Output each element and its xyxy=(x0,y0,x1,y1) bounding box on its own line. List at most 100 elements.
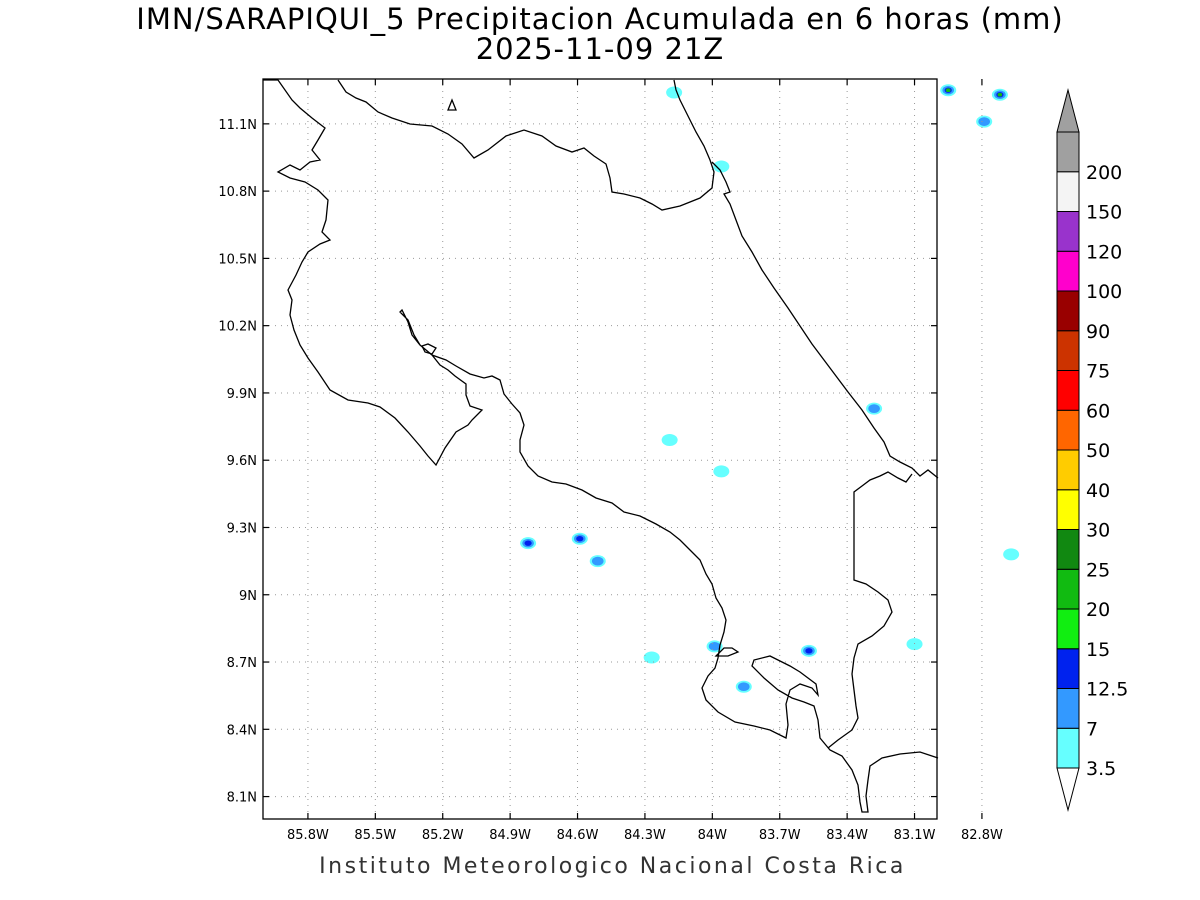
osa-inlet xyxy=(714,647,740,657)
panama-border xyxy=(827,471,913,749)
coastline xyxy=(263,79,939,813)
colorbar-swatch xyxy=(1056,568,1080,610)
colorbar: 3.5 7 12.5 15 20 25 30 40 50 60 75 90 100 120 150 200 xyxy=(1056,88,1128,812)
map-frame xyxy=(262,78,938,820)
colorbar-swatch xyxy=(1056,370,1080,411)
lon-tick-label: 85.5W xyxy=(354,828,396,843)
colorbar-label: 12.5 xyxy=(1086,679,1128,701)
caribbean-coastline xyxy=(711,161,939,479)
lat-tick-label: 9.3N xyxy=(227,521,257,536)
colorbar-swatch xyxy=(1056,211,1080,252)
colorbar-label: 60 xyxy=(1086,400,1110,422)
precip-contour xyxy=(946,88,951,93)
lon-tick-label: 84W xyxy=(698,828,728,843)
lon-tick-label: 85.2W xyxy=(422,828,464,843)
colorbar-under-arrow xyxy=(1056,767,1080,812)
colorbar-swatch xyxy=(1056,171,1080,212)
lat-tick-label: 10.8N xyxy=(218,185,257,200)
precip-cell xyxy=(940,84,957,97)
graticule xyxy=(263,79,983,819)
lat-tick-label: 10.5N xyxy=(218,252,257,267)
colorbar-label: 120 xyxy=(1086,241,1122,263)
precip-cell xyxy=(991,88,1008,101)
precip-cell xyxy=(866,402,883,415)
precip-contour xyxy=(997,92,1003,97)
small-lake xyxy=(447,98,457,111)
lon-tick-label: 82.8W xyxy=(961,828,1003,843)
colorbar-swatch xyxy=(1056,489,1080,530)
colorbar-label: 25 xyxy=(1086,559,1110,581)
colorbar-label: 200 xyxy=(1086,162,1122,184)
precip-cell xyxy=(520,537,537,550)
precip-contour xyxy=(708,641,721,651)
precip-cell xyxy=(906,638,923,651)
precip-contour xyxy=(666,86,683,99)
colorbar-swatch xyxy=(1056,250,1080,292)
precip-cell xyxy=(706,640,723,653)
colorbar-label: 40 xyxy=(1086,480,1110,502)
map-title-line-2: 2025-11-09 21Z xyxy=(475,32,725,66)
precip-cell xyxy=(735,680,752,693)
precip-cell xyxy=(643,651,660,664)
colorbar-label: 100 xyxy=(1086,281,1122,303)
colorbar-label: 7 xyxy=(1086,718,1098,740)
colorbar-label: 15 xyxy=(1086,639,1110,661)
pacific-coastline xyxy=(263,79,939,813)
colorbar-swatch xyxy=(1056,290,1080,332)
precip-contour xyxy=(713,465,730,478)
colorbar-swatch xyxy=(1056,608,1080,650)
colorbar-swatch xyxy=(1056,330,1080,371)
colorbar-label: 50 xyxy=(1086,440,1110,462)
lat-tick-label: 10.2N xyxy=(218,320,257,335)
colorbar-swatch xyxy=(1056,131,1080,173)
colorbar-swatch xyxy=(1056,449,1080,491)
colorbar-label: 150 xyxy=(1086,202,1122,224)
precip-cell xyxy=(1003,548,1020,561)
map-title-line-1: IMN/SARAPIQUI_5 Precipitacion Acumulada … xyxy=(136,2,1064,36)
lat-tick-label: 9.9N xyxy=(227,387,257,402)
precip-contour xyxy=(737,682,750,692)
lake-nicaragua-shore xyxy=(337,79,715,211)
lat-tick-label: 8.7N xyxy=(227,656,257,671)
colorbar-swatch xyxy=(1056,409,1080,451)
lon-tick-label: 85.8W xyxy=(287,828,329,843)
lon-tick-label: 83.1W xyxy=(894,828,936,843)
colorbar-label: 30 xyxy=(1086,520,1110,542)
precip-contour xyxy=(805,648,813,654)
precip-contour xyxy=(643,651,660,664)
precip-contour xyxy=(978,117,990,126)
colorbar-label: 75 xyxy=(1086,361,1110,383)
colorbar-label: 90 xyxy=(1086,321,1110,343)
colorbar-label: 3.5 xyxy=(1086,758,1116,780)
lat-tick-label: 9N xyxy=(239,589,257,604)
lat-tick-label: 9.6N xyxy=(227,454,257,469)
precip-cell xyxy=(713,465,730,478)
precip-contour xyxy=(1003,548,1020,561)
precip-contour xyxy=(576,535,584,542)
precip-contour xyxy=(524,540,532,546)
precip-cell xyxy=(666,86,683,99)
lon-tick-label: 83.4W xyxy=(826,828,868,843)
precip-cell xyxy=(589,555,606,568)
lon-tick-label: 84.9W xyxy=(489,828,531,843)
colorbar-swatch xyxy=(1056,529,1080,570)
precip-contour xyxy=(713,160,730,173)
precip-cell xyxy=(976,115,993,128)
island-chira xyxy=(421,343,437,355)
axis-ticks: 11.1N 10.8N 10.5N 10.2N 9.9N 9.6N 9.3N 9N 8.7N 8.… xyxy=(218,79,1003,843)
colorbar-swatch xyxy=(1056,727,1080,769)
precip-cell xyxy=(713,160,730,173)
precip-cell xyxy=(571,532,588,545)
footer-credit: Instituto Meteorologico Nacional Costa R… xyxy=(319,854,906,879)
colorbar-swatch xyxy=(1056,648,1080,689)
lat-tick-label: 11.1N xyxy=(218,118,257,133)
lat-tick-label: 8.1N xyxy=(227,791,257,806)
colorbar-swatch xyxy=(1056,688,1080,729)
precip-contour xyxy=(868,404,880,413)
precip-contour xyxy=(661,434,678,447)
precip-contour xyxy=(906,638,923,651)
lon-tick-label: 84.3W xyxy=(624,828,666,843)
lat-tick-label: 8.4N xyxy=(227,723,257,738)
colorbar-label: 20 xyxy=(1086,599,1110,621)
